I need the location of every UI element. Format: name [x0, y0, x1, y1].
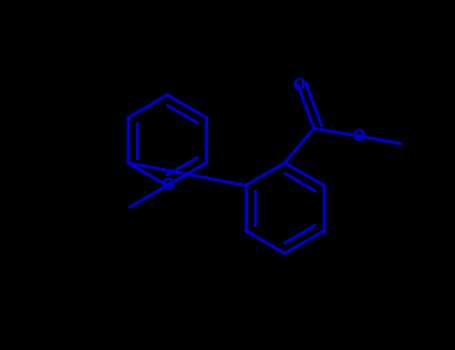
- Text: O: O: [292, 78, 305, 93]
- Text: O: O: [352, 129, 365, 144]
- Text: O: O: [161, 178, 174, 193]
